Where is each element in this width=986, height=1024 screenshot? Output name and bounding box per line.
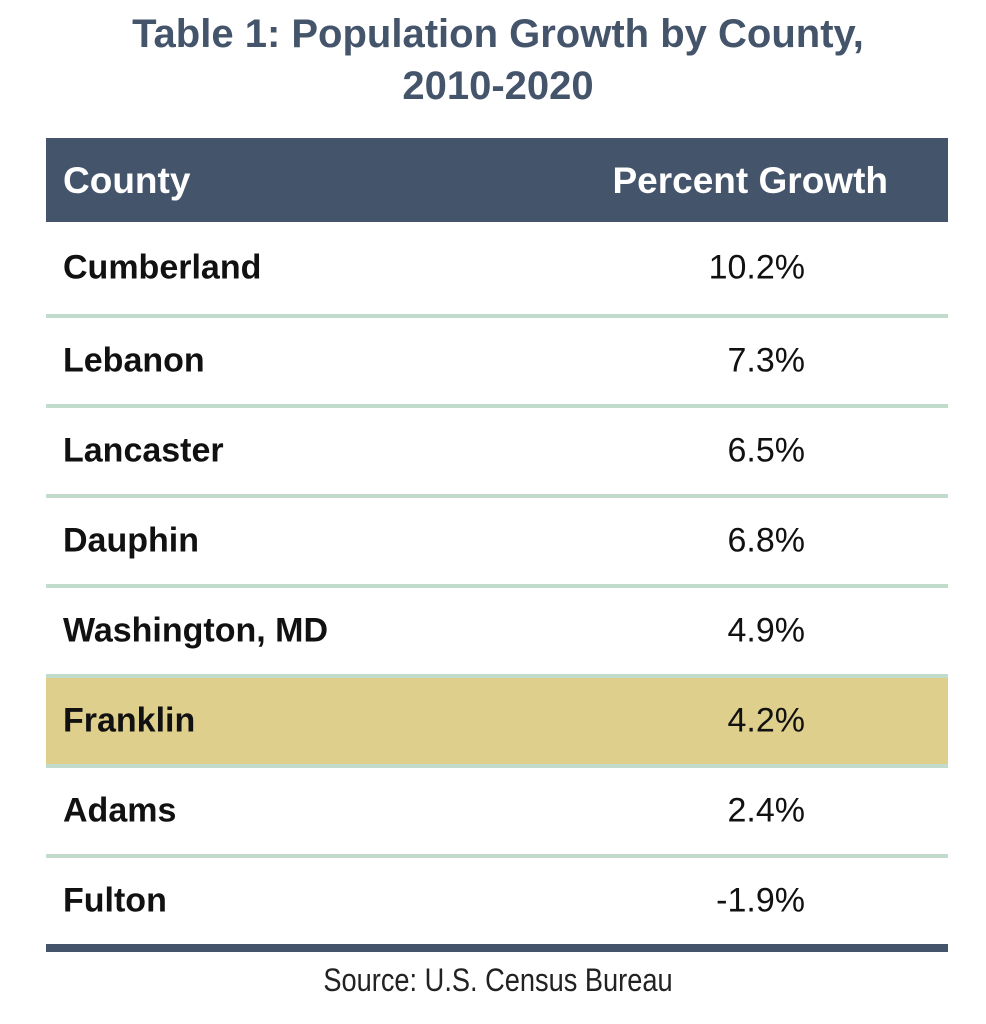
table-title: Table 1: Population Growth by County, 20… <box>0 8 986 112</box>
growth-cell: -1.9% <box>716 881 805 920</box>
county-cell: Lancaster <box>63 431 224 470</box>
county-cell: Franklin <box>63 701 196 740</box>
table-header: County Percent Growth <box>46 138 948 222</box>
county-cell: Fulton <box>63 881 167 920</box>
table-row: Dauphin 6.8% <box>46 498 948 588</box>
table-row: Lancaster 6.5% <box>46 408 948 498</box>
table-row-highlighted: Franklin 4.2% <box>46 678 948 768</box>
source-note: Source: U.S. Census Bureau <box>323 962 673 998</box>
growth-cell: 6.8% <box>727 521 806 560</box>
county-cell: Adams <box>63 791 177 830</box>
table-row: Adams 2.4% <box>46 768 948 858</box>
growth-cell: 10.2% <box>708 248 805 287</box>
growth-cell: 4.9% <box>727 611 806 650</box>
growth-cell: 6.5% <box>727 431 806 470</box>
title-line-2: 2010-2020 <box>402 64 594 108</box>
growth-cell: 4.2% <box>727 701 806 740</box>
population-table: County Percent Growth Cumberland 10.2% Le… <box>46 138 948 952</box>
growth-cell: 2.4% <box>727 791 806 830</box>
table-row: Washington, MD 4.9% <box>46 588 948 678</box>
county-cell: Cumberland <box>63 248 262 287</box>
table-row: Cumberland 10.2% <box>46 222 948 318</box>
header-county: County <box>63 160 191 201</box>
county-cell: Dauphin <box>63 521 199 560</box>
county-cell: Lebanon <box>63 341 205 380</box>
table-row: Lebanon 7.3% <box>46 318 948 408</box>
header-percent-growth: Percent Growth <box>612 160 889 201</box>
county-cell: Washington, MD <box>63 611 329 650</box>
growth-cell: 7.3% <box>727 341 806 380</box>
title-line-1: Table 1: Population Growth by County, <box>132 12 864 56</box>
table-row: Fulton -1.9% <box>46 858 948 952</box>
